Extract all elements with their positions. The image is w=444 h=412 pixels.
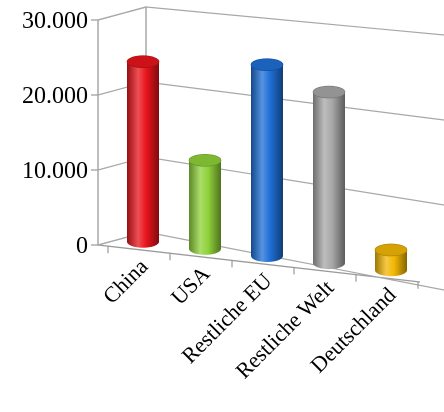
x-tick-label: USA [166,261,215,310]
bar-top [374,243,408,257]
bar-body [375,249,407,277]
y-tick-label: 0 [76,233,88,259]
bars [126,55,408,277]
bar-body [251,64,283,262]
y-tick-label: 10.000 [22,158,88,184]
floor-front-edge [97,244,421,283]
bar-top [312,85,346,99]
bar-top [126,55,160,69]
x-tick-label: China [98,253,153,308]
bar-body [127,61,159,248]
bar-restliche-eu [250,58,284,262]
y-tick-label: 20.000 [22,83,88,109]
bar-top [188,154,222,167]
bar-china [126,55,160,248]
y-axis: 0 10.000 20.000 30.000 [22,8,98,259]
y-tick-label: 30.000 [22,8,88,34]
gridline-wall-3 [97,6,147,21]
gridline-back-2 [145,81,444,121]
bar-restliche-welt [312,85,346,270]
bar-deutschland [374,243,408,277]
bar-top [250,58,284,72]
bar-body [313,92,345,270]
gridline-back-3 [145,6,444,36]
bar-usa [188,154,222,255]
bar-body [189,160,221,255]
